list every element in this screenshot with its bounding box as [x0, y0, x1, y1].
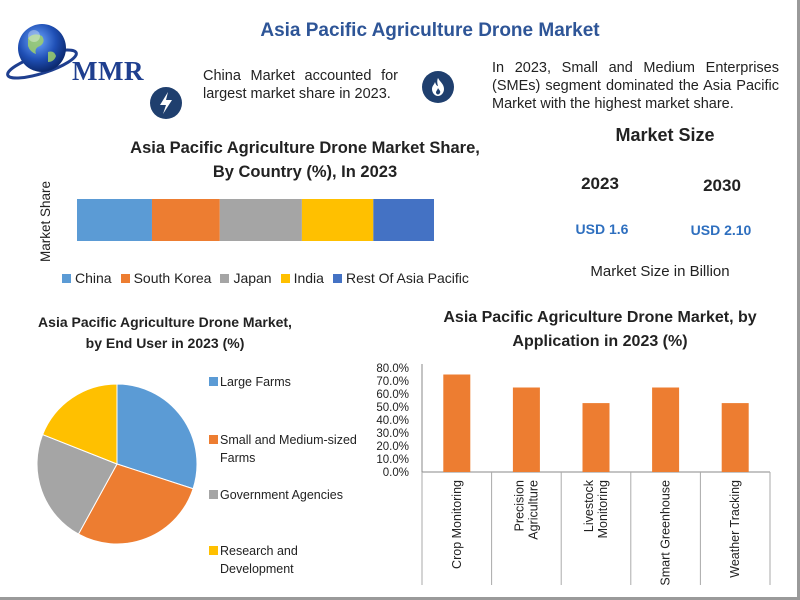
x-tick-label-line: Crop Monitoring [450, 480, 464, 569]
x-tick-label-line: Livestock [582, 479, 596, 532]
market-size-value-2023: USD 1.6 [575, 221, 629, 237]
country-chart-title: Asia Pacific Agriculture Drone Market Sh… [95, 136, 515, 184]
pie-slice-government-agencies [36, 433, 118, 535]
x-tick-label-line: Monitoring [596, 480, 610, 538]
legend-swatch [332, 273, 342, 283]
x-tick-label-line: Weather Tracking [728, 480, 742, 578]
end-user-chart-title-line-1: Asia Pacific Agriculture Drone Market, [38, 314, 292, 330]
legend-swatch [220, 273, 230, 283]
y-tick-label: 70.0% [376, 376, 409, 388]
legend-label: Large Farms [220, 375, 291, 389]
pie-legend-item-small-and-medium-sized-farms: Small and Medium-sized Farms [209, 431, 359, 467]
sme-note: In 2023, Small and Medium Enterprises (S… [492, 60, 779, 112]
legend-item-china: China [62, 270, 112, 286]
y-tick-label: 60.0% [376, 389, 409, 401]
legend-swatch [209, 546, 218, 555]
legend-label: Government Agencies [220, 488, 343, 502]
y-tick-label: 40.0% [376, 415, 409, 427]
legend-label: China [75, 270, 112, 286]
x-tick-label-livestock-monitoring: Livestock Monitoring [582, 479, 610, 538]
legend-swatch [62, 273, 71, 283]
stack-segment-india [301, 199, 374, 241]
application-chart-title-line-1: Asia Pacific Agriculture Drone Market, b… [443, 309, 757, 326]
x-tick-label-precision-agriculture: Precision Agriculture [512, 480, 540, 540]
legend-item-japan: Japan [220, 270, 272, 286]
page-title: Asia Pacific Agriculture Drone Market [260, 20, 600, 41]
legend-label: Japan [233, 270, 272, 286]
x-tick-label-crop-monitoring: Crop Monitoring [450, 480, 464, 569]
pie-slice-research-and-development [41, 383, 118, 465]
y-tick-label: 30.0% [376, 428, 409, 440]
x-tick-label-smart-greenhouse: Smart Greenhouse [659, 480, 673, 586]
legend-label: South Korea [133, 270, 212, 286]
x-tick-label-line: Agriculture [526, 480, 540, 540]
end-user-chart-title-line-2: by End User in 2023 (%) [85, 335, 245, 351]
legend-label: India [293, 270, 324, 286]
legend-swatch [209, 377, 218, 386]
country-legend: China South Korea Japan India Rest Of Asia P… [62, 270, 478, 286]
y-tick-label: 0.0% [383, 467, 409, 479]
legend-label: Rest Of Asia Pacific [345, 270, 469, 286]
y-tick-label: 50.0% [376, 402, 409, 414]
lightning-icon [150, 87, 182, 119]
legend-swatch [209, 490, 218, 499]
bar-smart-greenhouse [652, 387, 680, 472]
pie-legend-item-research-and-development: Research and Development [209, 542, 304, 578]
mmr-logo-globe-icon [6, 24, 78, 80]
market-size-footer: Market Size in Billion [590, 263, 730, 280]
stack-segment-japan [219, 199, 302, 241]
y-tick-label: 10.0% [376, 454, 409, 466]
legend-swatch [280, 273, 290, 283]
y-tick-label: 80.0% [376, 363, 409, 375]
application-chart-title-line-2: Application in 2023 (%) [512, 333, 688, 350]
end-user-chart-title: Asia Pacific Agriculture Drone Market, b… [20, 312, 310, 354]
flame-icon [422, 71, 454, 103]
pie-slice-small-and-medium-sized-farms [77, 463, 194, 545]
stack-segment-china [77, 199, 152, 241]
stack-segment-rest-of-asia-pacific [373, 199, 434, 241]
china-note: China Market accounted for largest marke… [203, 68, 398, 102]
bar-weather-tracking [721, 403, 749, 472]
market-size-value-2030: USD 2.10 [690, 222, 752, 238]
legend-item-rest-of-asia-pacific: Rest Of Asia Pacific [332, 270, 469, 286]
country-chart-title-line-1: Asia Pacific Agriculture Drone Market Sh… [130, 139, 480, 157]
market-size-year-2030: 2030 [703, 176, 741, 195]
x-tick-label-line: Precision [512, 480, 526, 531]
logo-text: MMR [72, 56, 144, 86]
y-tick-label: 20.0% [376, 441, 409, 453]
pie-legend-item-large-farms: Large Farms [209, 373, 369, 391]
bar-precision-agriculture [512, 387, 540, 472]
pie-legend-item-government-agencies: Government Agencies [209, 486, 369, 504]
application-chart-title: Asia Pacific Agriculture Drone Market, b… [420, 306, 780, 354]
legend-swatch [120, 273, 130, 283]
country-chart-title-line-2: By Country (%), In 2023 [212, 163, 398, 181]
market-size-title: Market Size [615, 125, 715, 145]
legend-item-south-korea: South Korea [120, 270, 212, 286]
legend-swatch [209, 435, 218, 444]
legend-item-india: India [280, 270, 324, 286]
legend-label: Small and Medium-sized Farms [220, 433, 357, 465]
x-tick-label-weather-tracking: Weather Tracking [728, 480, 742, 578]
stack-segment-south-korea [151, 199, 220, 241]
bar-crop-monitoring [443, 374, 471, 472]
bar-livestock-monitoring [582, 403, 610, 472]
pie-slice-large-farms [116, 383, 198, 490]
market-size-year-2023: 2023 [581, 174, 619, 193]
legend-label: Research and Development [220, 544, 298, 576]
x-tick-label-line: Smart Greenhouse [659, 480, 673, 586]
